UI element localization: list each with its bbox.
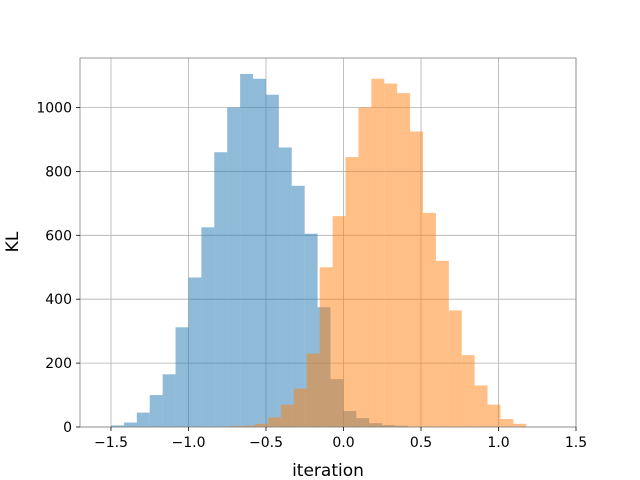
x-tick-label-0: −1.5 [94, 435, 128, 451]
x-tick-label-6: 1.5 [565, 435, 587, 451]
bar-series1-bin9 [332, 216, 346, 427]
bar-series0-bin14 [291, 185, 305, 427]
x-tick-label-3: 0.0 [332, 435, 354, 451]
bar-series0-bin7 [201, 227, 215, 427]
bar-series1-bin19 [461, 355, 475, 427]
bar-series1-bin4 [268, 417, 281, 427]
bar-series1-bin2 [242, 425, 256, 427]
bar-series1-bin17 [435, 260, 449, 427]
bar-series1-bin22 [500, 419, 514, 427]
y-tick-label-3: 600 [45, 228, 72, 244]
bar-series1-bin7 [306, 353, 320, 427]
bar-series0-bin13 [278, 147, 292, 428]
bar-series0-bin4 [162, 374, 176, 427]
bar-series0-bin5 [175, 327, 189, 427]
bar-series0-bin11 [253, 78, 266, 427]
bar-series1-bin18 [448, 310, 462, 427]
bar-series1-bin3 [255, 423, 269, 427]
x-tick-label-2: −0.5 [249, 435, 283, 451]
axis-ticks: −1.5 −1.0 −0.5 0.0 0.5 1.0 1.5 0 200 400 600 800 100… [36, 101, 587, 451]
bar-series0-bin2 [136, 412, 150, 427]
plot-frame [79, 57, 577, 428]
bar-series0-bin1 [123, 422, 137, 427]
bar-series1-bin14 [397, 93, 411, 428]
bar-series1-bin16 [422, 212, 436, 427]
bar-series1-bin21 [487, 404, 501, 427]
histogram-bars [111, 73, 527, 428]
y-axis-label: KL [3, 231, 23, 252]
bar-series0-bin12 [265, 94, 279, 427]
x-tick-label-5: 1.0 [487, 435, 509, 451]
x-tick-label-1: −1.0 [172, 435, 206, 451]
bar-series0-bin3 [149, 395, 163, 427]
bar-series1-bin1 [229, 426, 243, 427]
y-tick-label-1: 200 [45, 356, 72, 372]
bar-series1-bin20 [474, 385, 488, 427]
x-axis-label: iteration [292, 461, 364, 480]
y-tick-label-0: 0 [63, 420, 72, 436]
bar-series1-bin5 [280, 404, 294, 427]
bar-series1-bin10 [345, 157, 359, 428]
bar-series0-bin0 [111, 425, 124, 427]
bar-series0-bin8 [214, 152, 228, 427]
bar-series1-bin13 [384, 83, 398, 427]
bar-series1-bin8 [319, 267, 333, 427]
y-tick-label-2: 400 [45, 292, 72, 308]
bar-series1-bin15 [410, 131, 423, 427]
bar-series1-bin6 [293, 388, 307, 427]
bar-series1-bin11 [358, 107, 372, 428]
bar-series0-bin10 [240, 73, 254, 427]
bar-series1-bin12 [371, 78, 385, 427]
bar-series0-bin9 [227, 107, 241, 428]
bar-series1-bin23 [513, 423, 527, 427]
x-tick-label-4: 0.5 [410, 435, 432, 451]
bar-series0-bin6 [188, 277, 202, 427]
y-tick-label-5: 1000 [36, 101, 72, 117]
y-tick-label-4: 800 [45, 164, 72, 180]
